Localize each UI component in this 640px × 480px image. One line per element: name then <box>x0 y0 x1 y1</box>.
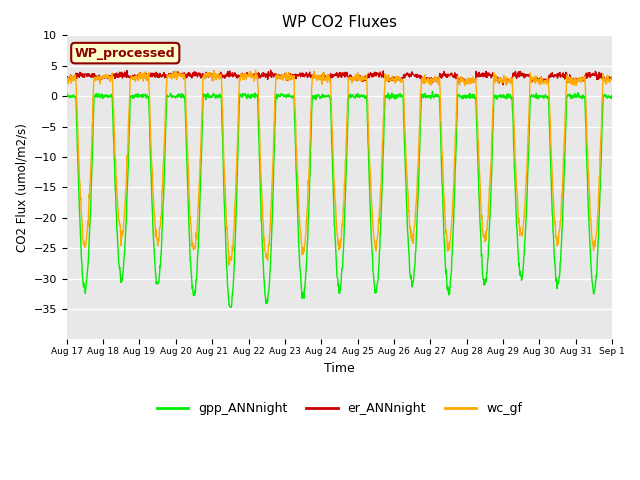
Legend: gpp_ANNnight, er_ANNnight, wc_gf: gpp_ANNnight, er_ANNnight, wc_gf <box>152 397 527 420</box>
Text: WP_processed: WP_processed <box>75 47 175 60</box>
Y-axis label: CO2 Flux (umol/m2/s): CO2 Flux (umol/m2/s) <box>15 123 28 252</box>
X-axis label: Time: Time <box>324 361 355 374</box>
Title: WP CO2 Fluxes: WP CO2 Fluxes <box>282 15 397 30</box>
